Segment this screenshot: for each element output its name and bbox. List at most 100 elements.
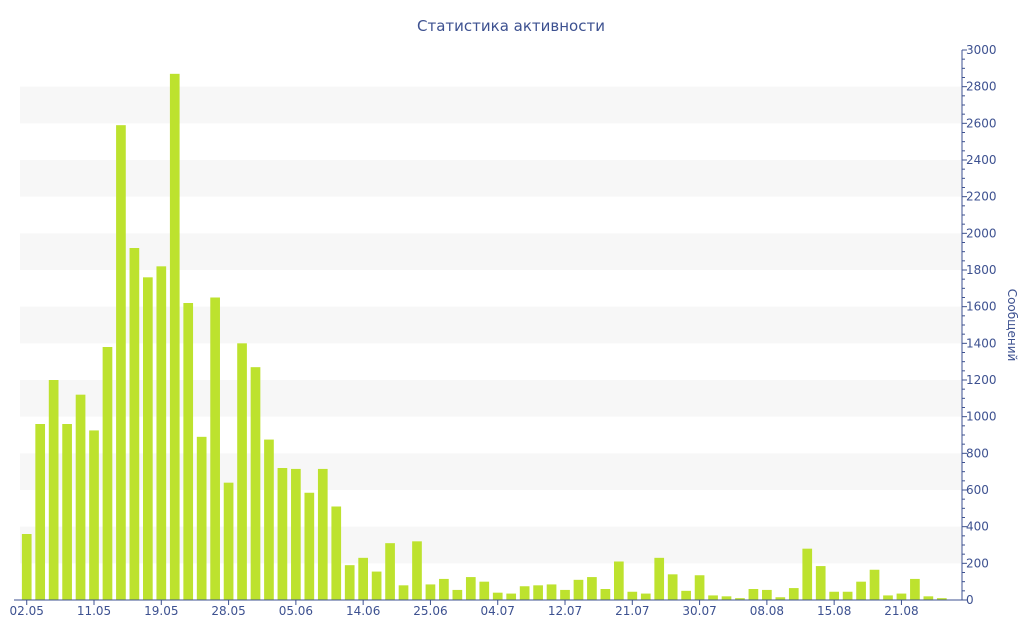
- bar: [75, 394, 86, 600]
- bar: [600, 589, 611, 600]
- x-tick-label: 04.07: [481, 604, 515, 618]
- bar: [546, 584, 557, 600]
- bar: [708, 595, 718, 600]
- y-tick-label: 1600: [966, 300, 997, 314]
- y-tick-label: 800: [966, 446, 989, 460]
- x-axis: 02.05 11.05 19.05 28.05 05.06 14.06 25.06 04.07…: [10, 599, 962, 618]
- y-tick-label: 1200: [966, 373, 997, 387]
- bar: [842, 591, 853, 600]
- chart-title: Статистика активности: [417, 17, 605, 35]
- bar: [681, 590, 691, 600]
- y-tick-label: 2200: [966, 190, 997, 204]
- bar: [519, 586, 530, 600]
- bar: [21, 534, 32, 600]
- bar: [829, 591, 839, 600]
- y-axis-label: Сообщений: [1005, 289, 1019, 362]
- bar: [156, 266, 167, 600]
- x-tick-label: 21.07: [615, 604, 649, 618]
- bar: [183, 303, 194, 600]
- bar: [331, 506, 342, 600]
- y-tick-label: 3000: [966, 43, 997, 57]
- bar: [35, 424, 46, 600]
- bar: [317, 468, 328, 600]
- bar: [250, 367, 261, 600]
- bar: [371, 571, 382, 600]
- x-tick-label: 12.07: [548, 604, 582, 618]
- x-tick-label: 08.08: [750, 604, 784, 618]
- bar: [802, 548, 813, 600]
- x-tick-label: 19.05: [144, 604, 178, 618]
- bar: [573, 579, 584, 600]
- y-axis: 0 200 400 600 800 1000 1200 1400 1600 1800 2000 220…: [961, 43, 997, 607]
- bar: [883, 595, 893, 600]
- bar: [48, 380, 59, 600]
- y-tick-label: 1400: [966, 336, 997, 350]
- y-tick-label: 0: [966, 593, 974, 607]
- bar: [815, 566, 826, 600]
- y-tick-label: 400: [966, 520, 989, 534]
- bar: [910, 578, 920, 600]
- bar: [304, 492, 315, 600]
- bar: [344, 565, 355, 600]
- bar: [223, 482, 234, 600]
- bar: [587, 577, 597, 600]
- bar: [735, 598, 745, 600]
- bar: [425, 584, 436, 600]
- bar: [762, 589, 772, 600]
- bar: [788, 588, 799, 600]
- bars-series: [21, 73, 947, 601]
- bar: [896, 593, 907, 600]
- bar: [936, 598, 947, 600]
- bar: [627, 591, 638, 600]
- bar: [196, 436, 207, 600]
- bar: [560, 589, 570, 600]
- bar: [667, 574, 678, 600]
- y-tick-label: 2600: [966, 116, 997, 130]
- bar: [398, 585, 409, 600]
- x-tick-label: 14.06: [346, 604, 380, 618]
- bar: [856, 581, 866, 600]
- bar: [358, 557, 368, 600]
- y-tick-label: 2000: [966, 226, 997, 240]
- bar: [654, 557, 665, 600]
- x-tick-label: 25.06: [413, 604, 447, 618]
- bar: [479, 581, 490, 600]
- bar: [923, 596, 934, 600]
- bar: [291, 468, 301, 600]
- x-tick-label: 30.07: [682, 604, 716, 618]
- bar: [506, 593, 517, 600]
- y-tick-label: 2400: [966, 153, 997, 167]
- bar: [465, 577, 476, 600]
- x-tick-label: 28.05: [211, 604, 245, 618]
- y-tick-label: 1000: [966, 410, 997, 424]
- bar: [210, 297, 220, 600]
- y-tick-label: 600: [966, 483, 989, 497]
- bar: [452, 589, 463, 600]
- grid-band: [20, 86, 962, 124]
- grid-band: [20, 160, 962, 197]
- y-tick-label: 200: [966, 556, 989, 570]
- bar: [492, 592, 503, 600]
- bar: [748, 589, 759, 600]
- y-tick-label: 1800: [966, 263, 997, 277]
- bar: [169, 73, 180, 600]
- bar: [694, 575, 705, 600]
- bar: [89, 430, 99, 600]
- bar: [775, 597, 786, 600]
- x-tick-label: 15.08: [817, 604, 851, 618]
- bar: [869, 569, 880, 600]
- bar: [116, 125, 126, 601]
- bar: [533, 585, 543, 600]
- bar: [412, 541, 422, 600]
- bar: [721, 596, 732, 600]
- bar: [277, 468, 288, 600]
- x-tick-label: 02.05: [10, 604, 44, 618]
- y-tick-label: 2800: [966, 80, 997, 94]
- bar: [102, 347, 113, 600]
- x-tick-label: 11.05: [77, 604, 111, 618]
- bar: [237, 343, 247, 600]
- bar: [614, 561, 624, 600]
- x-tick-label: 05.06: [279, 604, 313, 618]
- bar: [62, 424, 72, 600]
